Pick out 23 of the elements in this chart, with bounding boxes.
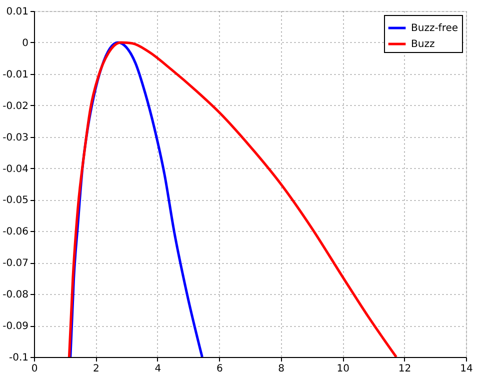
y-tick-label: -0.04 — [2, 164, 28, 175]
x-tick-label: 2 — [93, 364, 100, 374]
x-tick-label: 4 — [154, 364, 162, 374]
y-tick-label: -0.01 — [2, 69, 28, 80]
x-tick-label: 6 — [216, 364, 223, 374]
y-tick-label: -0.02 — [2, 100, 28, 112]
x-tick-label: 10 — [336, 364, 350, 374]
x-tick-label: 0 — [31, 364, 38, 374]
line-series — [68, 41, 398, 357]
y-tick-label: -0.06 — [2, 226, 28, 238]
y-tick-label: -0.05 — [2, 195, 28, 206]
y-tick-label: -0.1 — [8, 352, 28, 364]
legend-label: Buzz — [411, 39, 435, 50]
y-tick-label: -0.08 — [2, 290, 28, 301]
x-tick-label: 14 — [460, 364, 473, 374]
x-tick-label: 12 — [398, 364, 412, 374]
y-tick-label: -0.09 — [2, 321, 28, 332]
x-tick-label: 8 — [278, 364, 285, 374]
y-tick-label: 0 — [22, 38, 28, 49]
y-tick-label: -0.03 — [2, 132, 28, 144]
legend-label: Buzz-free — [411, 23, 458, 34]
y-tick-label: -0.07 — [2, 258, 28, 270]
y-tick-label: 0.01 — [6, 6, 28, 18]
